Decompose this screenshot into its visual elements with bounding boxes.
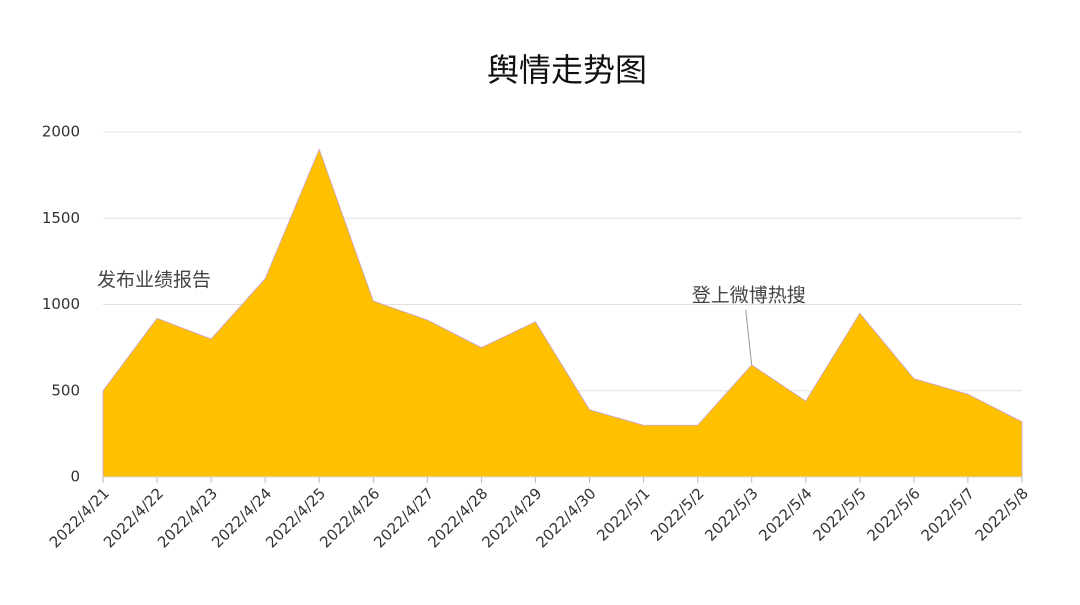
x-tick-label: 2022/5/2 bbox=[647, 484, 707, 544]
chart-title: 舆情走势图 bbox=[487, 51, 647, 89]
annotation: 发布业绩报告 bbox=[97, 269, 211, 291]
y-tick-label: 500 bbox=[51, 381, 80, 399]
area bbox=[102, 148, 1023, 478]
x-tick-label: 2022/5/3 bbox=[701, 484, 761, 544]
y-tick-label: 1500 bbox=[42, 209, 80, 227]
x-tick-label: 2022/5/4 bbox=[755, 484, 815, 544]
x-tick-label: 2022/5/5 bbox=[809, 484, 869, 544]
y-tick-label: 0 bbox=[70, 468, 80, 486]
x-tick-label: 2022/5/7 bbox=[918, 484, 978, 544]
x-tick-label: 2022/5/8 bbox=[972, 484, 1032, 544]
annotation-leader bbox=[745, 309, 753, 365]
x-tick-label: 2022/5/6 bbox=[864, 484, 924, 544]
x-tick-label: 2022/5/1 bbox=[593, 484, 653, 544]
y-tick-label: 2000 bbox=[42, 123, 80, 141]
annotation: 登上微博热搜 bbox=[692, 284, 806, 306]
y-tick-label: 1000 bbox=[42, 295, 80, 313]
